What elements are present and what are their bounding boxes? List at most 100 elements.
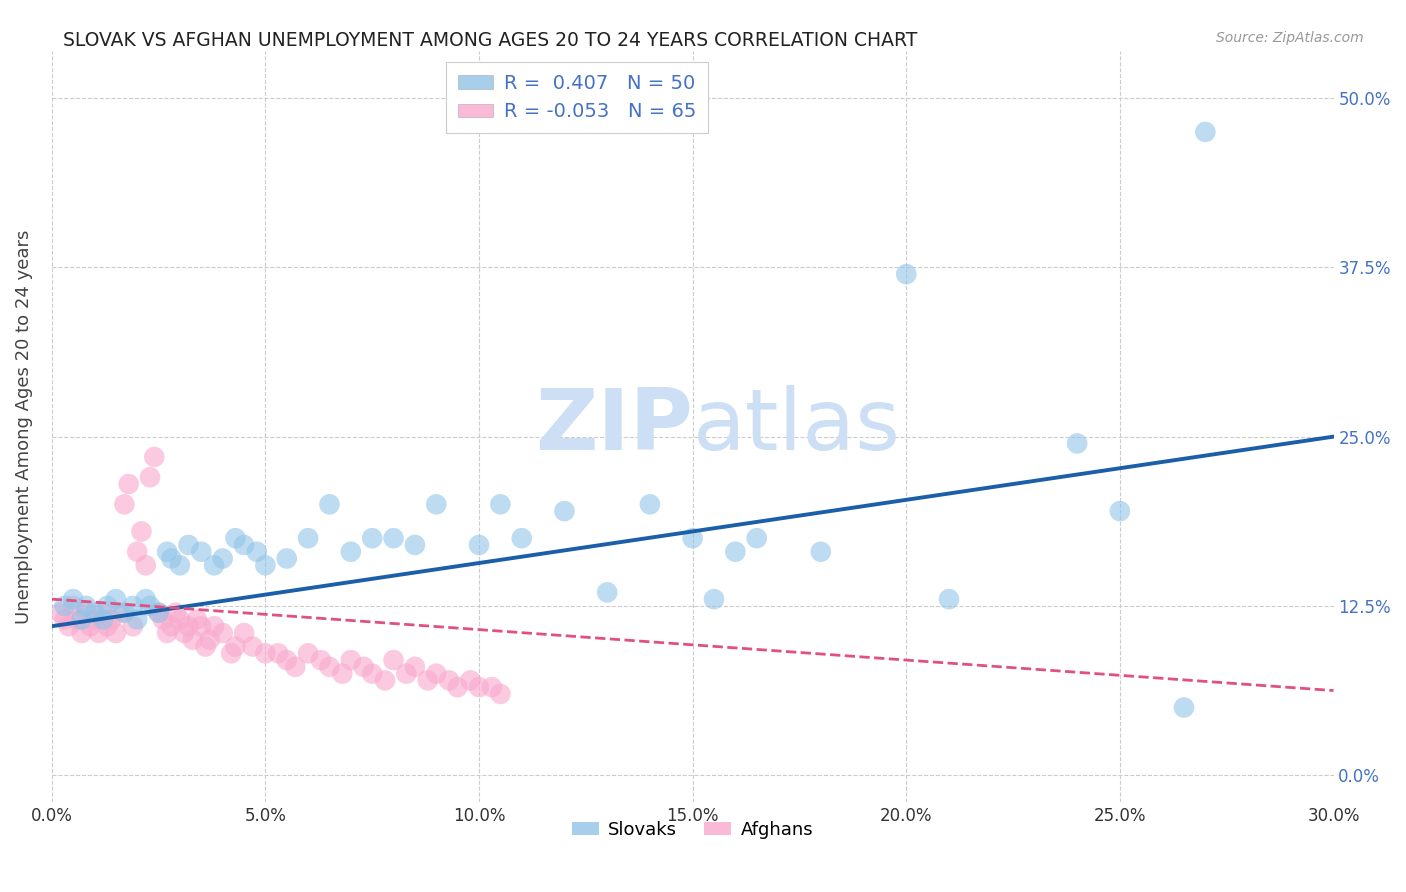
Point [938, 592, 960, 607]
Point [112, 497, 135, 511]
Point [254, 558, 277, 573]
Point [404, 660, 426, 674]
Point [340, 653, 363, 667]
Point [374, 673, 396, 688]
Point [1194, 125, 1216, 139]
Point [53, 612, 76, 626]
Point [190, 619, 212, 633]
Point [233, 538, 256, 552]
Point [1066, 436, 1088, 450]
Point [91, 612, 114, 626]
Point [810, 545, 832, 559]
Point [489, 497, 512, 511]
Point [135, 558, 157, 573]
Point [79, 619, 101, 633]
Point [703, 592, 725, 607]
Point [202, 558, 225, 573]
Point [139, 470, 162, 484]
Point [425, 666, 447, 681]
Point [219, 646, 242, 660]
Point [169, 612, 191, 626]
Point [165, 606, 187, 620]
Point [246, 545, 269, 559]
Point [96, 599, 118, 613]
Point [70, 626, 93, 640]
Text: Source: ZipAtlas.com: Source: ZipAtlas.com [1216, 31, 1364, 45]
Point [682, 531, 704, 545]
Point [224, 640, 246, 654]
Point [468, 680, 491, 694]
Point [118, 477, 141, 491]
Point [75, 606, 97, 620]
Point [330, 666, 353, 681]
Point [297, 646, 319, 660]
Point [340, 545, 363, 559]
Point [148, 606, 170, 620]
Point [194, 640, 217, 654]
Point [87, 626, 110, 640]
Point [127, 545, 149, 559]
Text: atlas: atlas [693, 385, 901, 468]
Point [177, 538, 200, 552]
Point [83, 612, 105, 626]
Point [160, 551, 183, 566]
Point [122, 619, 145, 633]
Point [58, 619, 80, 633]
Point [425, 497, 447, 511]
Point [112, 606, 135, 620]
Point [553, 504, 575, 518]
Point [353, 660, 375, 674]
Point [233, 626, 256, 640]
Point [190, 545, 212, 559]
Point [284, 660, 307, 674]
Point [468, 538, 491, 552]
Point [416, 673, 439, 688]
Point [148, 606, 170, 620]
Point [481, 680, 503, 694]
Point [460, 673, 482, 688]
Point [254, 646, 277, 660]
Point [62, 599, 84, 613]
Text: SLOVAK VS AFGHAN UNEMPLOYMENT AMONG AGES 20 TO 24 YEARS CORRELATION CHART: SLOVAK VS AFGHAN UNEMPLOYMENT AMONG AGES… [63, 31, 918, 50]
Point [361, 531, 384, 545]
Point [489, 687, 512, 701]
Point [108, 606, 131, 620]
Point [135, 592, 157, 607]
Point [745, 531, 768, 545]
Point [177, 619, 200, 633]
Point [596, 585, 619, 599]
Point [62, 592, 84, 607]
Point [267, 646, 290, 660]
Point [510, 531, 533, 545]
Point [104, 592, 127, 607]
Point [152, 612, 174, 626]
Point [361, 666, 384, 681]
Point [173, 626, 195, 640]
Point [446, 680, 468, 694]
Point [66, 612, 89, 626]
Point [297, 531, 319, 545]
Point [276, 551, 298, 566]
Y-axis label: Unemployment Among Ages 20 to 24 years: Unemployment Among Ages 20 to 24 years [15, 229, 32, 624]
Point [276, 653, 298, 667]
Point [198, 632, 221, 647]
Point [127, 612, 149, 626]
Point [91, 606, 114, 620]
Point [202, 619, 225, 633]
Legend: Slovaks, Afghans: Slovaks, Afghans [565, 814, 820, 846]
Point [100, 612, 122, 626]
Point [139, 599, 162, 613]
Point [131, 524, 153, 539]
Point [160, 619, 183, 633]
Point [896, 267, 918, 281]
Point [143, 450, 166, 464]
Point [104, 626, 127, 640]
Point [724, 545, 747, 559]
Point [242, 640, 264, 654]
Point [382, 653, 405, 667]
Point [169, 558, 191, 573]
Point [122, 599, 145, 613]
Point [96, 619, 118, 633]
Point [309, 653, 332, 667]
Point [395, 666, 418, 681]
